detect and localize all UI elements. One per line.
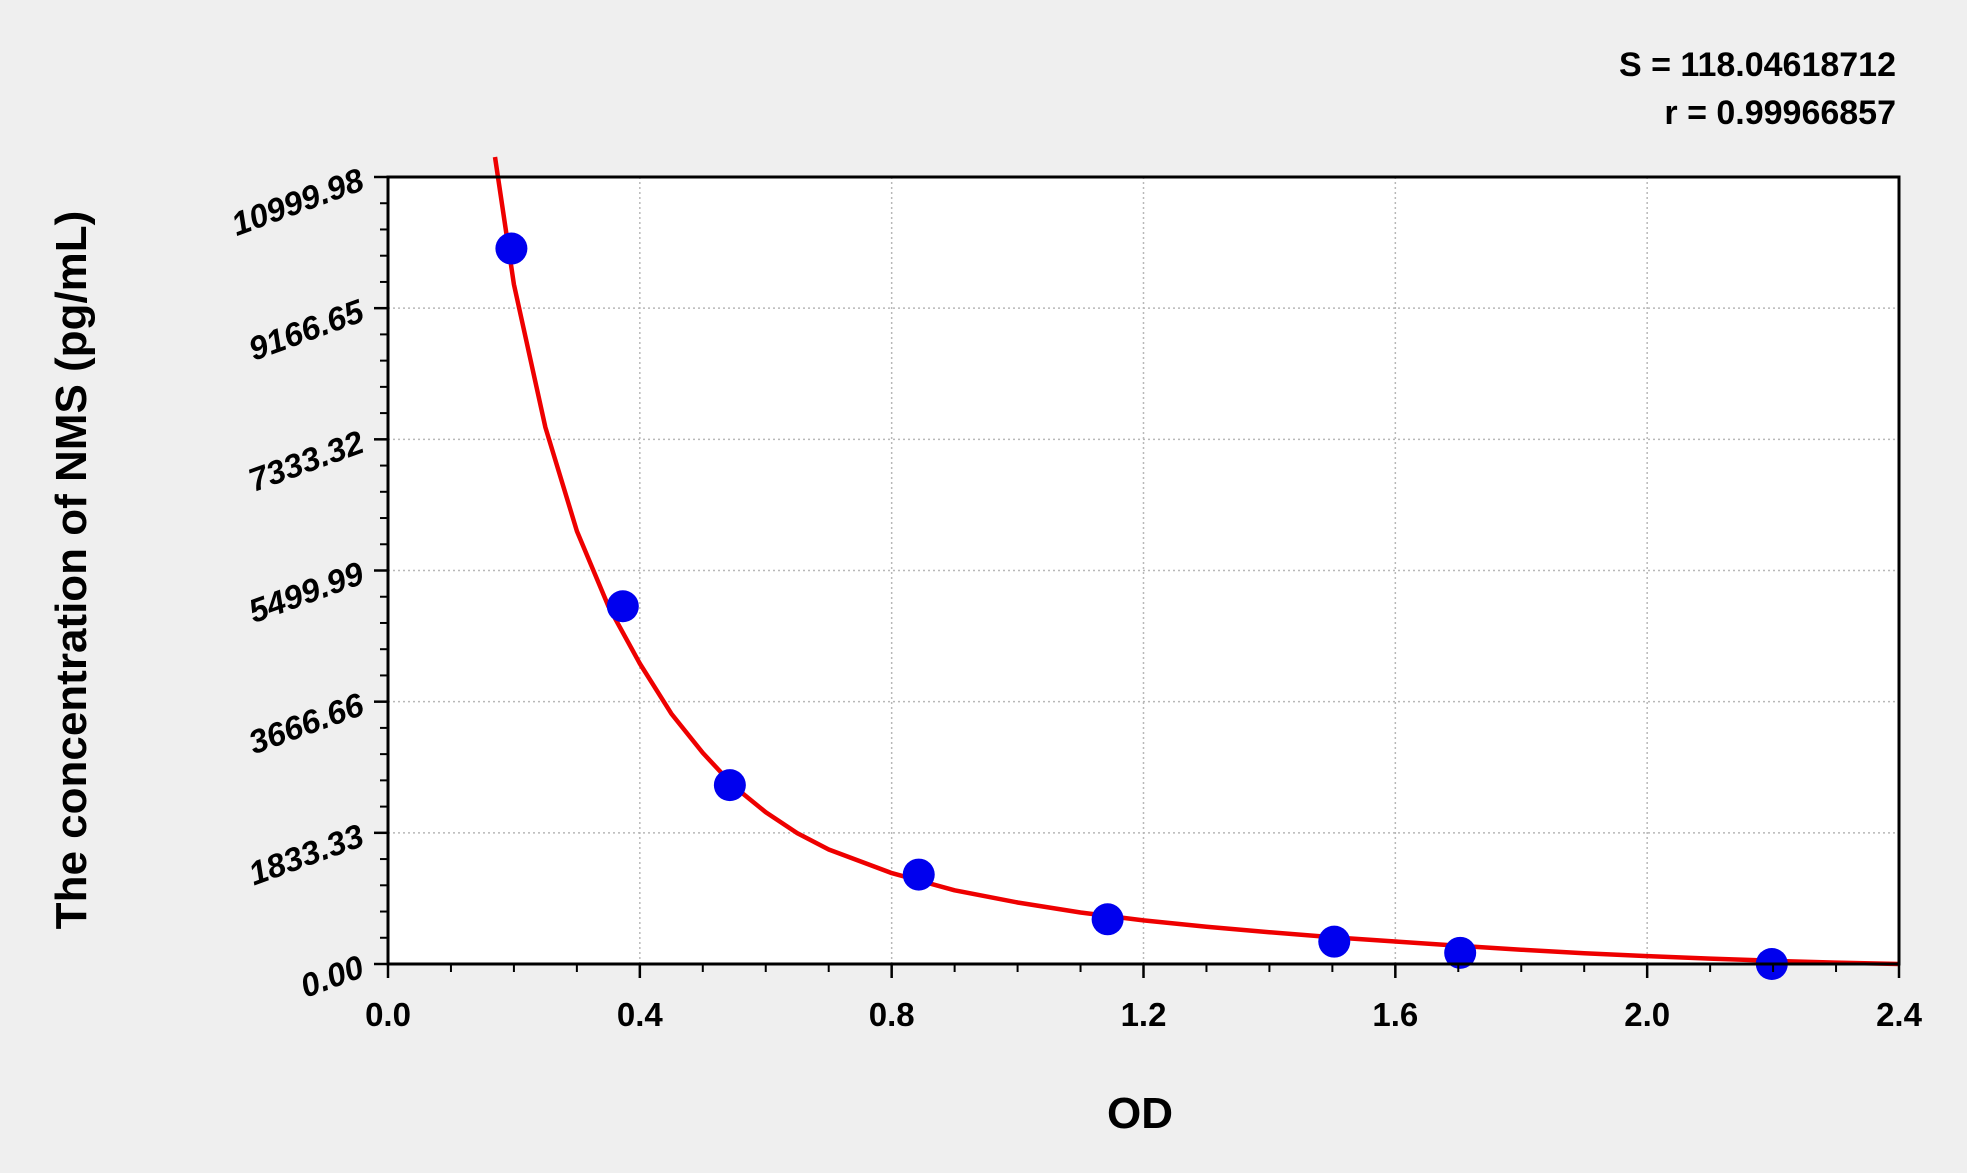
y-tick-label: 7333.32	[244, 423, 369, 499]
x-axis-title: OD	[1107, 1089, 1173, 1138]
y-tick-label: 5499.99	[244, 554, 369, 630]
y-axis-title: The concentration of NMS (pg/mL)	[47, 211, 96, 930]
y-tick-label: 3666.66	[244, 685, 369, 761]
x-axis-ticks: 0.0 0.4 0.8 1.2 1.6 2.0 2.4	[365, 964, 1923, 1033]
data-point	[1091, 903, 1124, 936]
grid-lines	[388, 177, 1899, 964]
fit-curve-line	[492, 156, 1900, 967]
y-tick-label: 0.00	[295, 948, 369, 1005]
data-point	[713, 769, 746, 802]
y-tick-label: 10999.98	[226, 161, 369, 243]
data-point	[1318, 925, 1351, 958]
y-axis-ticks: 0.00 1833.33 3666.66 5499.99 7333.32 9166.65 1…	[226, 161, 388, 1005]
data-point	[1444, 936, 1477, 969]
data-point	[495, 232, 528, 265]
fit-curve-layer	[492, 156, 1900, 967]
x-tick-label: 2.4	[1876, 996, 1923, 1033]
data-point	[606, 590, 639, 623]
stat-r-value: r = 0.99966857	[1664, 94, 1896, 132]
data-point	[902, 858, 935, 891]
x-tick-label: 1.2	[1121, 996, 1167, 1033]
x-tick-label: 0.4	[617, 996, 664, 1033]
x-tick-label: 1.6	[1372, 996, 1418, 1033]
x-tick-label: 0.8	[869, 996, 915, 1033]
x-tick-label: 2.0	[1624, 996, 1670, 1033]
x-tick-label: 0.0	[365, 996, 411, 1033]
data-points-layer	[495, 232, 1788, 980]
y-tick-label: 1833.33	[244, 817, 369, 893]
y-tick-label: 9166.65	[244, 292, 369, 368]
stat-s-value: S = 118.04618712	[1619, 46, 1896, 84]
